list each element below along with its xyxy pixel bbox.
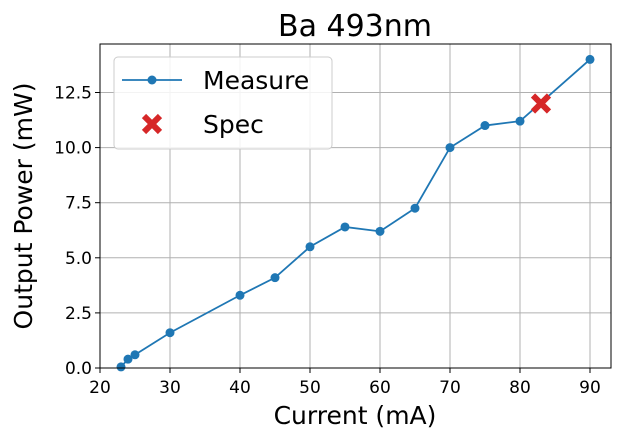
plot-series — [116, 54, 595, 372]
chart-title: Ba 493nm — [278, 9, 432, 44]
y-tick-label: 5.0 — [65, 249, 92, 269]
measure-point — [410, 203, 420, 213]
measure-point — [340, 222, 350, 232]
y-tick-label: 12.5 — [54, 83, 92, 103]
measure-point — [305, 242, 315, 252]
measure-point — [116, 362, 126, 372]
spec-point — [530, 93, 552, 114]
measure-point — [130, 350, 140, 360]
measure-line — [120, 58, 591, 368]
x-axis-label: Current (mA) — [274, 401, 437, 430]
legend-measure-swatch-marker — [147, 75, 157, 85]
legend-spec-label: Spec — [203, 110, 264, 139]
x-tick-label: 90 — [579, 378, 601, 398]
x-tick-label: 40 — [229, 378, 251, 398]
axis-ticks: 20 30 40 50 60 70 80 90 0.0 2.5 5.0 7.5 10.0 12.5 — [54, 83, 601, 398]
y-tick-label: 10.0 — [54, 139, 92, 159]
measure-point — [445, 143, 455, 153]
legend: Measure Spec — [113, 56, 333, 150]
x-tick-label: 70 — [439, 378, 461, 398]
legend-spec-swatch — [141, 113, 163, 135]
x-tick-label: 60 — [369, 378, 391, 398]
measure-point — [585, 54, 595, 64]
legend-measure-label: Measure — [203, 66, 309, 95]
measure-point — [375, 226, 385, 236]
y-tick-label: 0.0 — [65, 359, 92, 379]
measure-point — [480, 121, 490, 131]
x-tick-label: 50 — [299, 378, 321, 398]
grid — [99, 44, 611, 369]
x-tick-label: 30 — [159, 378, 181, 398]
y-tick-label: 2.5 — [65, 304, 92, 324]
x-tick-label: 80 — [509, 378, 531, 398]
y-tick-label: 7.5 — [65, 194, 92, 214]
measure-point — [235, 290, 245, 300]
y-axis-label: Output Power (mW) — [9, 83, 38, 330]
measure-point — [515, 116, 525, 126]
measure-point — [165, 328, 175, 338]
measure-point — [123, 354, 133, 364]
x-tick-label: 20 — [89, 378, 111, 398]
measure-point — [270, 273, 280, 283]
plot-frame — [99, 43, 612, 369]
